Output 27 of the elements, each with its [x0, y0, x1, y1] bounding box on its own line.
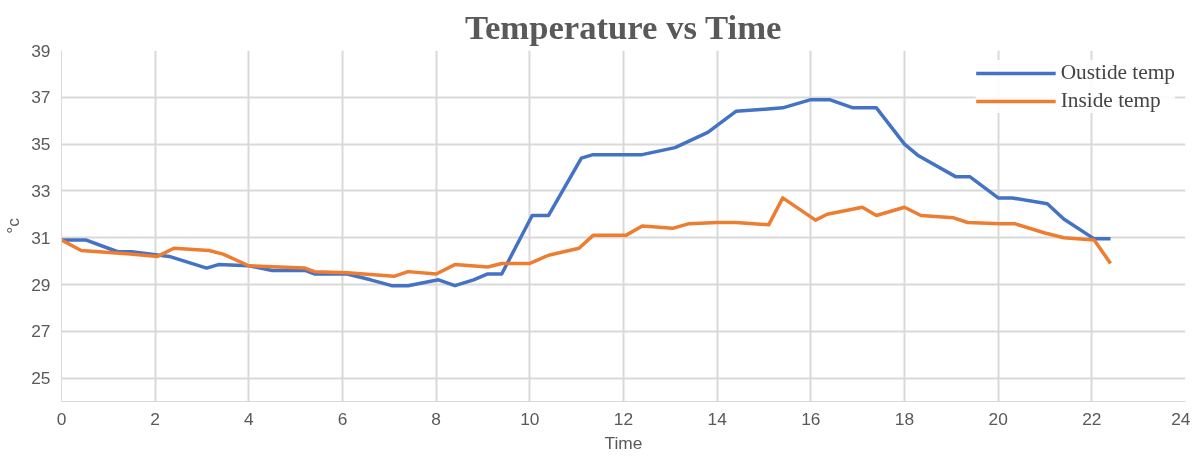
y-tick-label: 27 — [31, 321, 51, 342]
y-axis-title: °c — [3, 217, 24, 234]
line-series — [61, 196, 1113, 279]
x-tick-label: 2 — [150, 408, 160, 429]
x-tick-label: 0 — [56, 408, 67, 429]
x-tick-label: 12 — [613, 408, 634, 429]
y-tick-label: 37 — [31, 87, 51, 108]
y-tick-label: 39 — [31, 40, 51, 61]
x-tick-label: 10 — [520, 408, 540, 429]
x-tick-label: 8 — [431, 408, 441, 429]
x-tick-label: 24 — [1171, 408, 1191, 429]
y-tick-label: 35 — [31, 134, 51, 155]
y-tick-label: 29 — [31, 274, 51, 295]
x-tick-label: 4 — [244, 408, 255, 429]
x-axis-title: Time — [604, 432, 643, 453]
legend-label: Oustide temp — [1060, 60, 1175, 85]
x-tick-label: 14 — [707, 408, 728, 429]
y-tick-label: 25 — [31, 368, 51, 389]
y-tick-label: 31 — [31, 227, 51, 248]
x-tick-label: 16 — [801, 408, 821, 429]
legend-label: Inside temp — [1060, 88, 1161, 113]
x-tick-label: 6 — [337, 408, 348, 429]
chart-title: Temperature vs Time — [464, 7, 782, 46]
y-tick-label: 33 — [31, 180, 51, 201]
x-tick-label: 22 — [1082, 408, 1102, 429]
x-tick-label: 20 — [988, 408, 1008, 429]
x-tick-label: 18 — [894, 408, 915, 429]
